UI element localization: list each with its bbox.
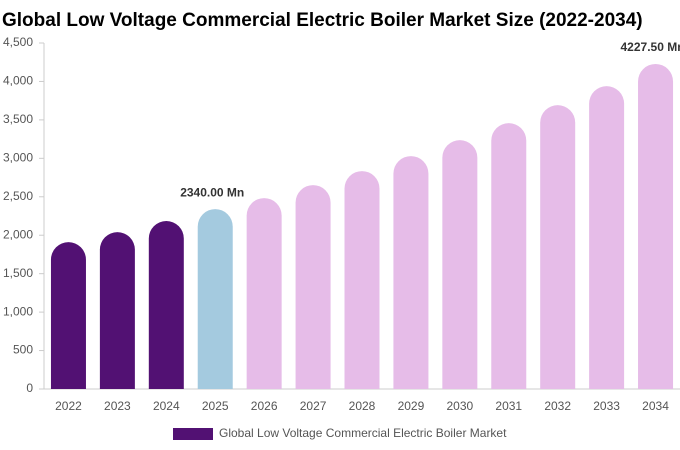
bar xyxy=(393,156,429,389)
x-tick-label: 2022 xyxy=(55,399,82,413)
bar xyxy=(540,105,576,389)
y-tick-label: 0 xyxy=(26,381,33,395)
legend-swatch xyxy=(173,428,213,440)
bar xyxy=(99,232,135,389)
x-tick-label: 2028 xyxy=(349,399,376,413)
y-tick-label: 4,500 xyxy=(3,35,33,49)
y-tick-label: 4,000 xyxy=(3,74,33,88)
x-tick-label: 2023 xyxy=(104,399,131,413)
chart-title: Global Low Voltage Commercial Electric B… xyxy=(2,10,643,31)
bar xyxy=(344,171,380,389)
x-tick-label: 2034 xyxy=(642,399,669,413)
bar xyxy=(589,86,625,389)
bar xyxy=(295,185,331,389)
x-tick-label: 2032 xyxy=(544,399,571,413)
bar xyxy=(197,209,233,389)
x-tick-label: 2027 xyxy=(300,399,327,413)
x-tick-label: 2031 xyxy=(495,399,522,413)
bar xyxy=(491,123,527,389)
x-tick-label: 2033 xyxy=(593,399,620,413)
y-tick-label: 500 xyxy=(13,343,33,357)
bar xyxy=(638,63,674,390)
x-tick-label: 2029 xyxy=(398,399,425,413)
y-tick-label: 3,000 xyxy=(3,151,33,165)
y-tick-label: 2,000 xyxy=(3,227,33,241)
x-tick-label: 2030 xyxy=(446,399,473,413)
legend-label: Global Low Voltage Commercial Electric B… xyxy=(219,426,507,440)
bar xyxy=(148,220,184,389)
x-tick-label: 2024 xyxy=(153,399,180,413)
x-tick-label: 2025 xyxy=(202,399,229,413)
x-tick-label: 2026 xyxy=(251,399,278,413)
y-tick-label: 3,500 xyxy=(3,112,33,126)
y-tick-label: 2,500 xyxy=(3,189,33,203)
value-label: 4227.50 Mn xyxy=(621,40,680,54)
value-label: 2340.00 Mn xyxy=(180,185,244,199)
bar xyxy=(442,140,478,389)
y-tick-label: 1,000 xyxy=(3,304,33,318)
y-tick-label: 1,500 xyxy=(3,266,33,280)
bar xyxy=(246,198,282,389)
bar xyxy=(50,242,86,389)
